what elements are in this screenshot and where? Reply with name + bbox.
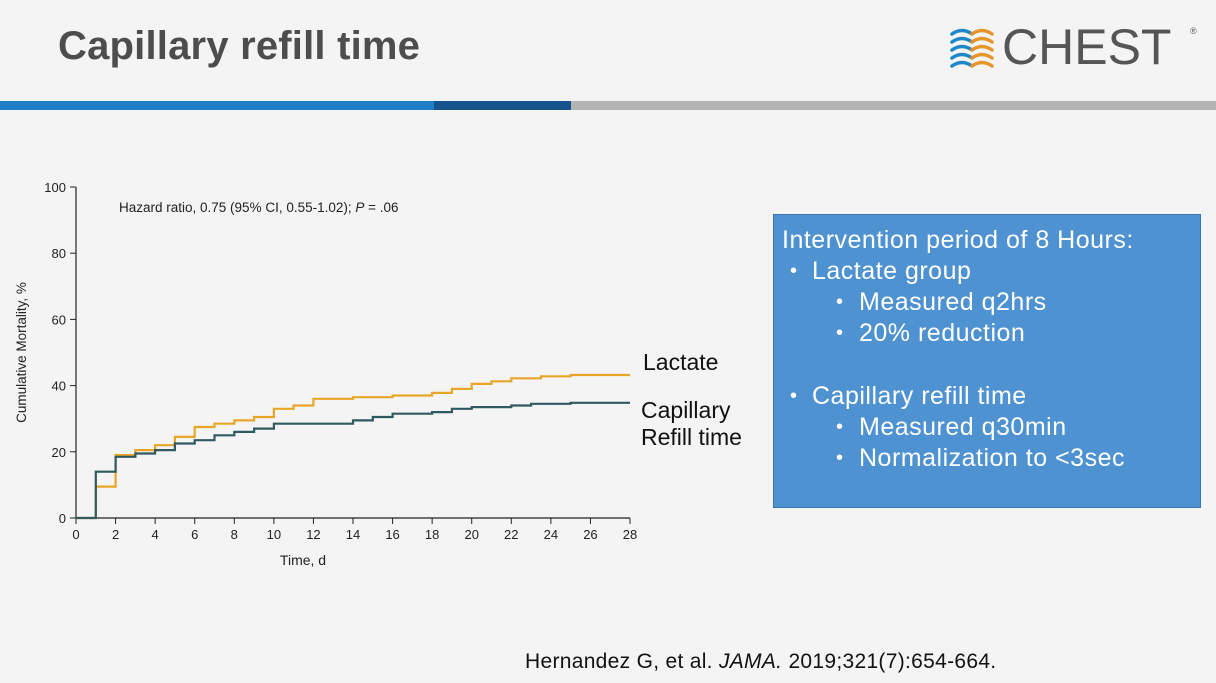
- bullet-icon: •: [836, 447, 844, 469]
- callout-subbullet: • Normalization to <3sec: [782, 443, 1200, 474]
- callout-bullet-crt-group: • Capillary refill time: [782, 381, 1200, 412]
- x-tick-label: 28: [623, 527, 637, 542]
- x-tick-label: 22: [504, 527, 518, 542]
- chest-logo-icon: [950, 28, 994, 68]
- y-axis-title: Cumulative Mortality, %: [14, 282, 29, 423]
- logo-arc: [970, 28, 994, 36]
- callout-group1-item: 20% reduction: [859, 319, 1026, 347]
- y-tick-label: 80: [52, 246, 66, 261]
- x-tick-label: 4: [152, 527, 159, 542]
- bullet-icon: •: [790, 385, 798, 407]
- chest-logo: CHEST ®: [950, 18, 1200, 76]
- logo-arc: [950, 36, 974, 44]
- x-tick-label: 20: [464, 527, 478, 542]
- logo-arc: [950, 28, 974, 36]
- series-line-capillary-refill: [76, 401, 630, 520]
- x-tick-label: 8: [231, 527, 238, 542]
- header-rule-grey: [571, 101, 1216, 110]
- callout-subbullet: • Measured q30min: [782, 412, 1200, 443]
- x-tick-label: 26: [583, 527, 597, 542]
- intervention-callout-box: Intervention period of 8 Hours: • Lactat…: [773, 214, 1201, 508]
- series-line-lactate: [76, 373, 630, 520]
- hazard-ratio-annotation: Hazard ratio, 0.75 (95% CI, 0.55-1.02); …: [119, 200, 399, 215]
- series-label-crt-line1: Capillary: [641, 397, 731, 423]
- bullet-icon: •: [790, 260, 798, 282]
- x-tick-label: 24: [544, 527, 558, 542]
- logo-registered-mark: ®: [1190, 26, 1197, 36]
- citation-details: 2019;321(7):654-664.: [788, 650, 997, 673]
- y-tick-label: 20: [52, 445, 66, 460]
- logo-arc: [950, 44, 974, 52]
- logo-arc: [970, 60, 994, 68]
- logo-arc: [950, 60, 974, 68]
- bullet-icon: •: [836, 291, 844, 313]
- logo-arc: [950, 52, 974, 60]
- bullet-icon: •: [836, 416, 844, 438]
- x-tick-label: 16: [385, 527, 399, 542]
- callout-group2-item: Measured q30min: [859, 413, 1067, 441]
- x-axis-title: Time, d: [280, 552, 326, 568]
- callout-group1-label: Lactate group: [812, 257, 972, 285]
- y-tick-label: 60: [52, 312, 66, 327]
- y-tick-label: 100: [44, 180, 66, 195]
- callout-heading: Intervention period of 8 Hours:: [782, 226, 1134, 254]
- citation-authors: Hernandez G, et al.: [525, 650, 713, 673]
- callout-subbullet: • 20% reduction: [782, 318, 1200, 349]
- logo-arc: [970, 44, 994, 52]
- slide-title: Capillary refill time: [58, 24, 421, 68]
- x-tick-label: 2: [112, 527, 119, 542]
- callout-group1-item: Measured q2hrs: [859, 288, 1047, 316]
- y-tick-label: 40: [52, 379, 66, 394]
- x-tick-label: 14: [346, 527, 360, 542]
- callout-group2-label: Capillary refill time: [812, 382, 1027, 410]
- logo-arc: [970, 36, 994, 44]
- header-rule-dark: [434, 101, 571, 110]
- citation: Hernandez G, et al. JAMA. 2019;321(7):65…: [525, 650, 996, 674]
- callout-group2-item: Normalization to <3sec: [859, 444, 1125, 472]
- header-rule-blue: [0, 101, 434, 110]
- x-tick-label: 0: [72, 527, 79, 542]
- callout-bullet-lactate-group: • Lactate group: [782, 256, 1200, 287]
- callout-subbullet: • Measured q2hrs: [782, 287, 1200, 318]
- citation-journal: JAMA.: [718, 650, 783, 673]
- y-tick-label: 0: [59, 511, 66, 526]
- series-label-capillary-refill: Capillary Refill time: [641, 397, 742, 451]
- x-tick-label: 18: [425, 527, 439, 542]
- series-label-lactate: Lactate: [643, 349, 719, 375]
- logo-arc: [970, 52, 994, 60]
- x-tick-label: 6: [191, 527, 198, 542]
- x-tick-label: 10: [267, 527, 281, 542]
- series-label-crt-line2: Refill time: [641, 424, 742, 450]
- bullet-icon: •: [836, 322, 844, 344]
- x-tick-label: 12: [306, 527, 320, 542]
- logo-text: CHEST: [1002, 19, 1172, 75]
